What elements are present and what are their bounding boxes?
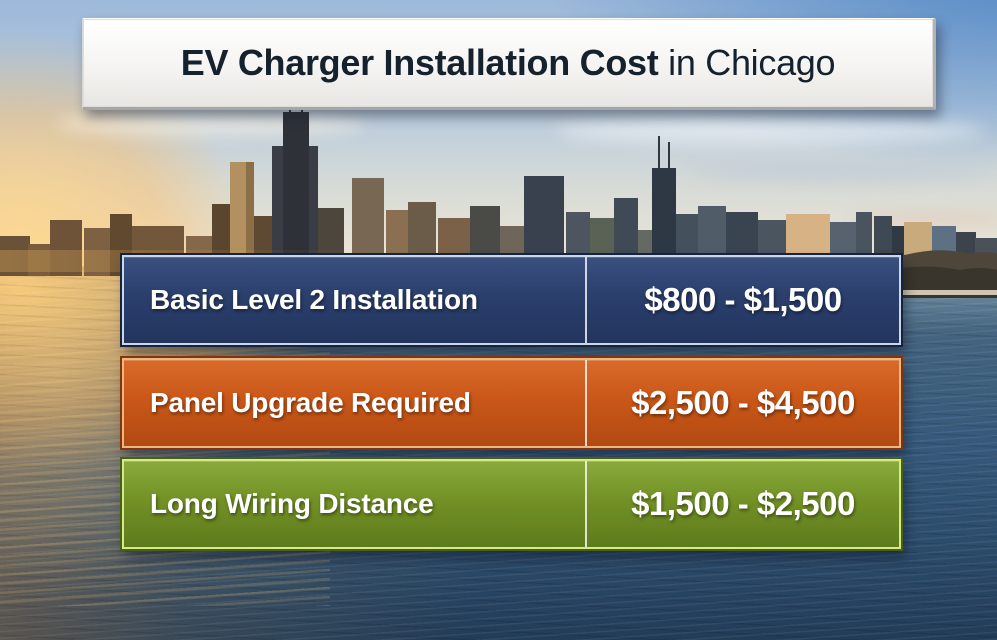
- page-title-regular: in Chicago: [658, 42, 836, 83]
- title-banner: EV Charger Installation Cost in Chicago: [82, 18, 936, 110]
- cost-row-basic-level-2: Basic Level 2 Installation $800 - $1,500: [120, 253, 903, 347]
- cost-row-label: Long Wiring Distance: [150, 488, 434, 519]
- page-title-bold: EV Charger Installation Cost: [180, 42, 659, 83]
- cost-row-value: $1,500 - $2,500: [585, 461, 899, 547]
- cost-row-long-wiring: Long Wiring Distance $1,500 - $2,500: [120, 457, 903, 551]
- cloud: [690, 162, 997, 180]
- cost-row-value: $2,500 - $4,500: [585, 360, 899, 446]
- cost-row-panel-upgrade: Panel Upgrade Required $2,500 - $4,500: [120, 356, 903, 450]
- cost-row-label: Basic Level 2 Installation: [150, 284, 478, 315]
- page-title: EV Charger Installation Cost in Chicago: [181, 42, 836, 84]
- cost-row-value: $800 - $1,500: [585, 257, 899, 343]
- cloud: [555, 118, 985, 144]
- cost-row-label: Panel Upgrade Required: [150, 387, 471, 418]
- cloud: [55, 112, 365, 136]
